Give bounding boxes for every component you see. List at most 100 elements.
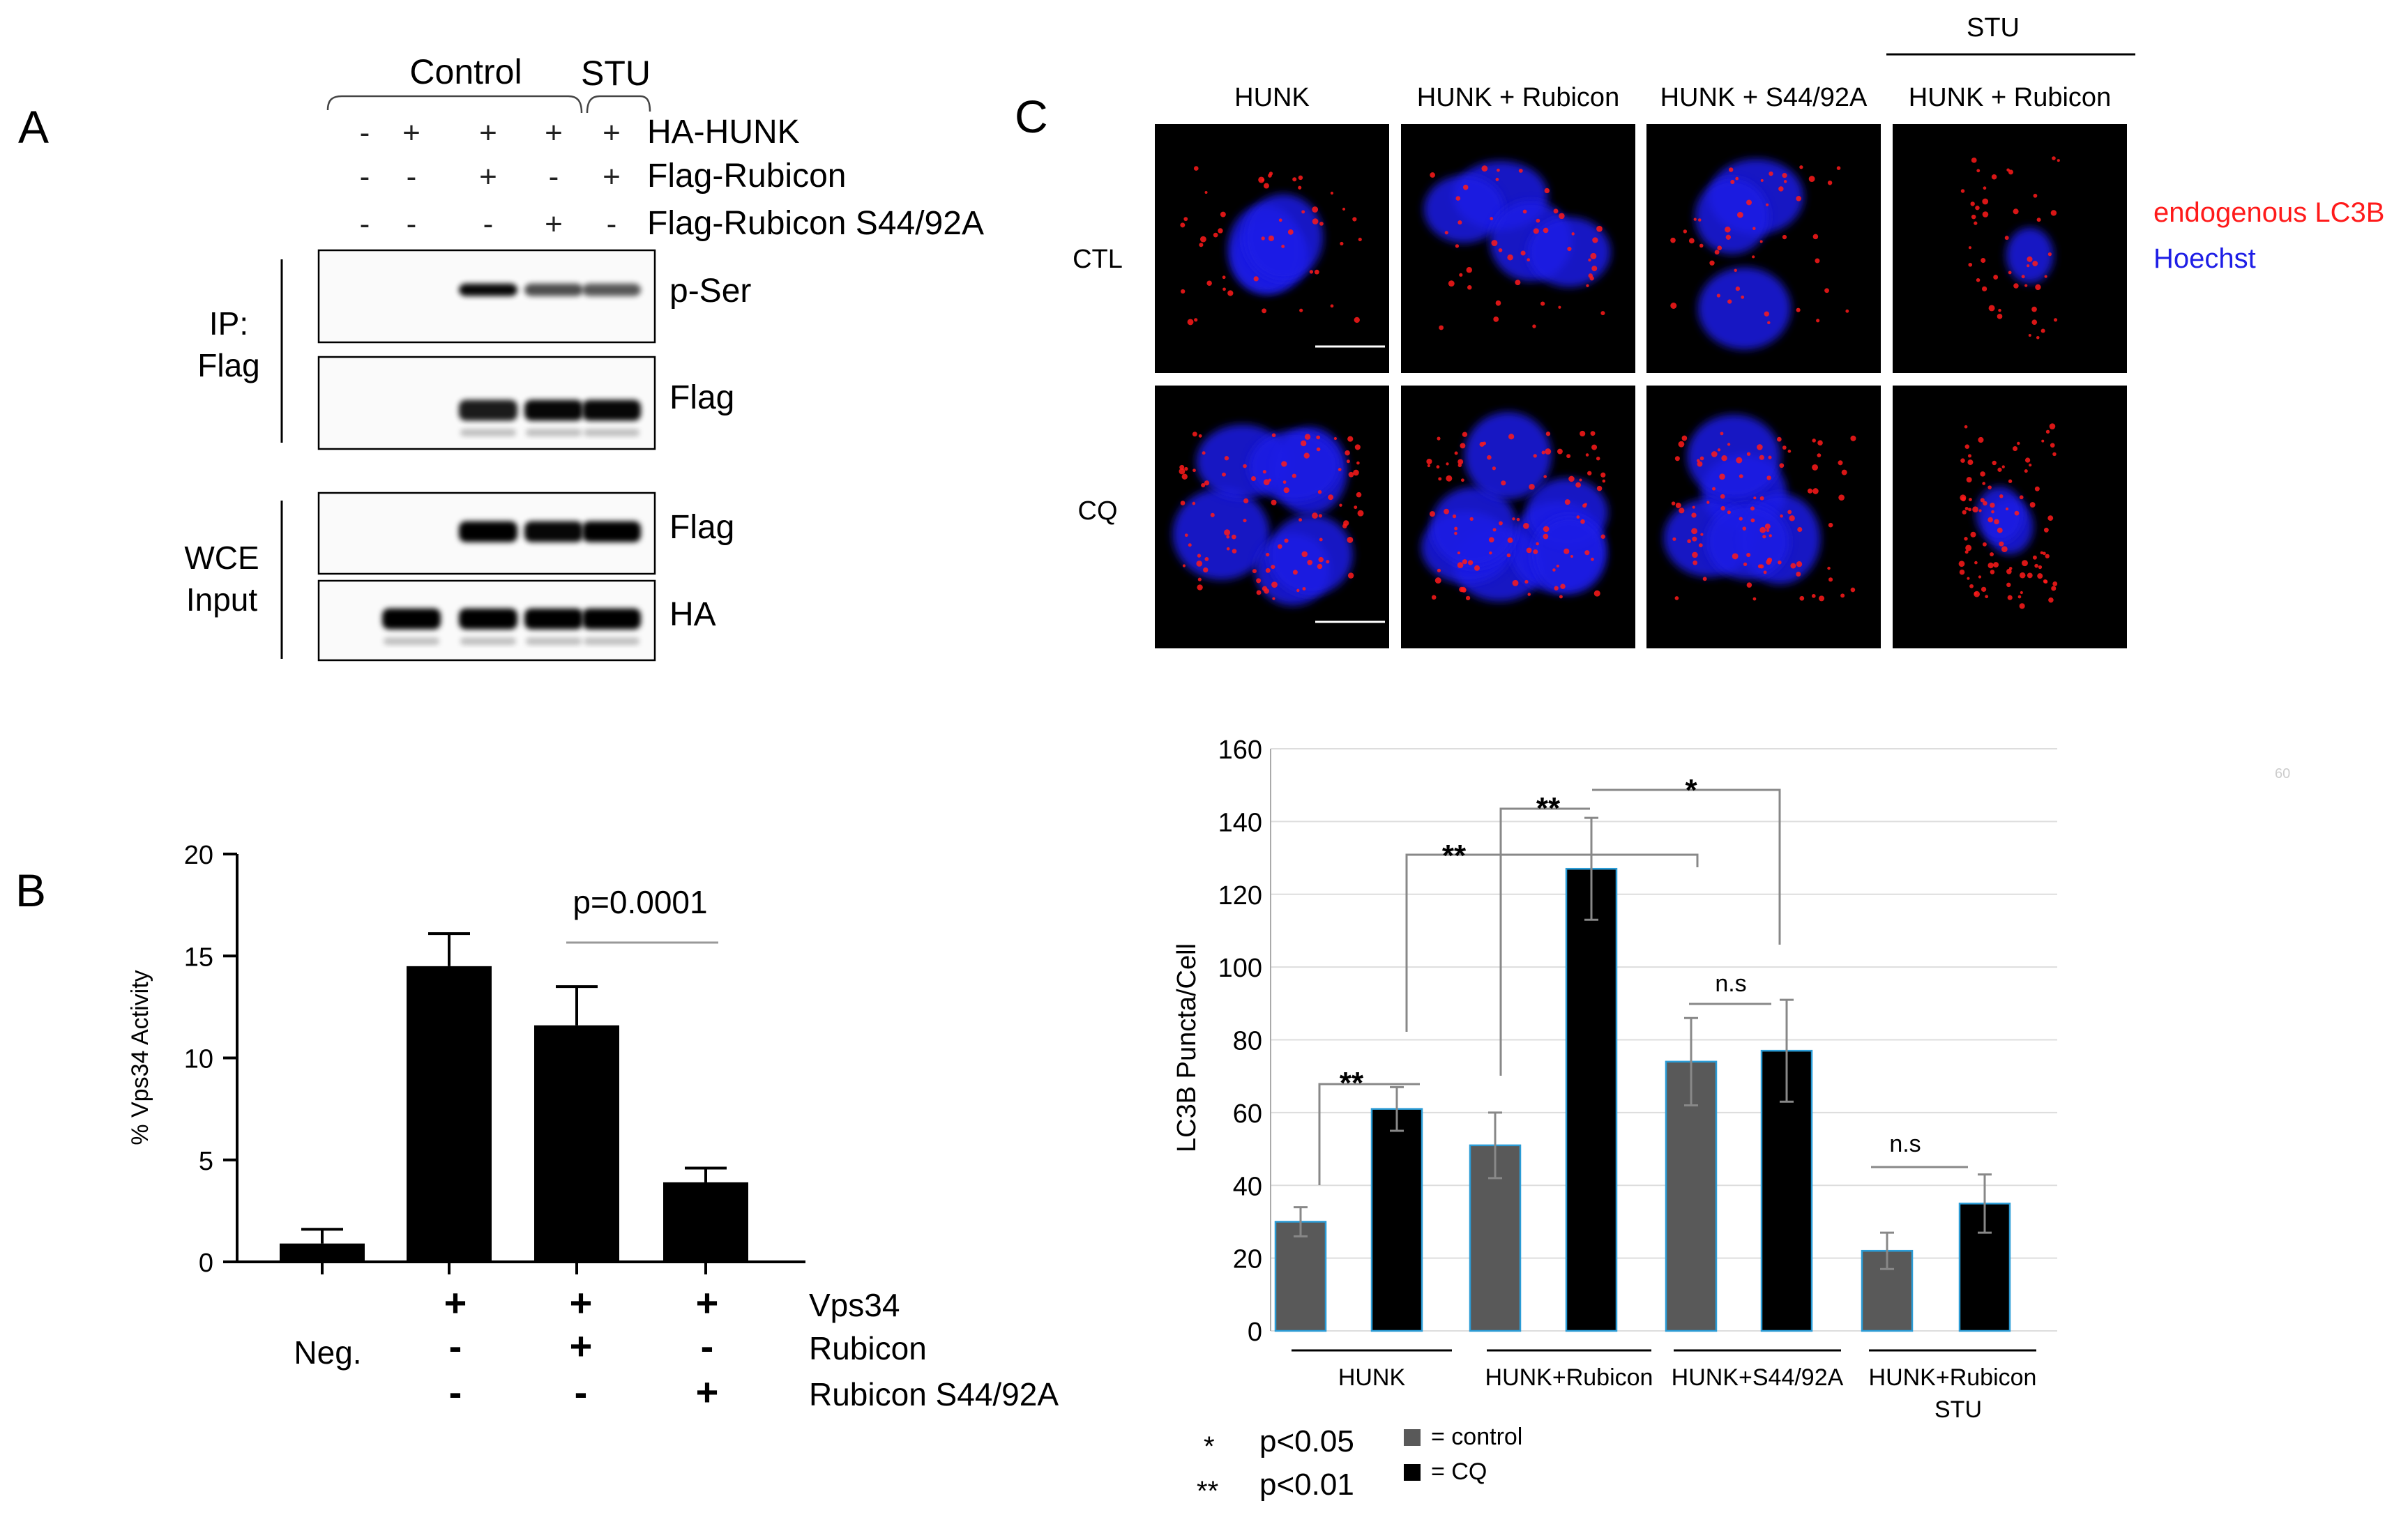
lc3b-punctum [1769, 534, 1772, 538]
c-column-label: HUNK + Rubicon [1909, 83, 2111, 112]
lc3b-punctum [1674, 596, 1679, 600]
lc3b-punctum [1474, 565, 1481, 571]
lc3b-punctum [1681, 435, 1688, 441]
lc3b-punctum [1799, 595, 1805, 601]
lc3b-punctum [2051, 586, 2057, 591]
panel-c-letter: C [1015, 91, 1048, 142]
lc3b-punctum [1998, 308, 2001, 312]
lc3b-punctum [1481, 165, 1488, 172]
lc3b-punctum [1559, 213, 1565, 220]
lc3b-punctum [1974, 221, 1978, 225]
lc3b-punctum [1265, 567, 1271, 573]
blot-band [582, 283, 641, 296]
b-condition-label: Rubicon [809, 1330, 927, 1366]
lc3b-punctum [1974, 561, 1978, 565]
blot-band [382, 608, 441, 630]
lc3b-punctum [1467, 560, 1474, 565]
blot-band [459, 283, 517, 296]
lc3b-punctum [1982, 198, 1989, 205]
lc3b-punctum [1817, 440, 1823, 446]
lc3b-punctum [1222, 287, 1226, 291]
lc3b-punctum [1339, 503, 1342, 507]
lc3b-punctum [1967, 454, 1971, 458]
lc3b-punctum [1960, 458, 1965, 463]
lc3b-punctum [1180, 501, 1186, 505]
lc3b-punctum [1454, 531, 1457, 535]
lc3b-punctum [1816, 319, 1820, 323]
lane-sign: - [360, 116, 370, 150]
lc3b-punctum [1457, 551, 1460, 555]
b-y-tick-label: 5 [199, 1147, 213, 1176]
legend-label-control: = control [1431, 1424, 1522, 1450]
b-condition-sign: + [570, 1324, 593, 1368]
lc3b-punctum [1968, 508, 1972, 512]
lc3b-punctum [1782, 445, 1787, 450]
lc3b-punctum [1492, 528, 1497, 532]
lc3b-punctum [2019, 495, 2024, 500]
lc3b-punctum [1457, 562, 1464, 568]
lc3b-punctum [1725, 226, 1731, 233]
lc3b-punctum [1739, 517, 1743, 521]
lc3b-punctum [1571, 232, 1575, 236]
nucleus [1248, 430, 1340, 502]
lc3b-punctum [1454, 526, 1458, 531]
lc3b-punctum [1444, 231, 1448, 235]
b-y-axis-label: % Vps34 Activity [127, 970, 153, 1145]
lc3b-punctum [1730, 179, 1735, 184]
lc3b-punctum [1838, 494, 1845, 501]
micrograph [1893, 124, 2127, 373]
lc3b-punctum [1457, 220, 1462, 225]
lc3b-punctum [1218, 228, 1223, 234]
lc3b-punctum [1439, 325, 1444, 330]
lc3b-punctum [1232, 549, 1237, 554]
lc3b-punctum [1588, 258, 1591, 262]
lc3b-punctum [1459, 586, 1464, 593]
lc3b-punctum [1204, 480, 1210, 486]
b-bar [407, 966, 492, 1262]
lc3b-punctum [1585, 453, 1589, 457]
blot-band [524, 521, 583, 542]
lc3b-punctum [1491, 240, 1498, 247]
lc3b-punctum [1716, 294, 1720, 298]
lc3b-punctum [1512, 579, 1519, 586]
lc3b-punctum [1231, 534, 1236, 540]
lc3b-punctum [1964, 550, 1969, 554]
c-sig-label: * [1685, 773, 1697, 807]
legend-swatch-control [1404, 1429, 1421, 1446]
lc3b-punctum [1746, 199, 1752, 206]
lc3b-punctum [1545, 432, 1551, 436]
legend-label-cq: = CQ [1431, 1458, 1487, 1485]
legend-lc3b: endogenous LC3B [2153, 197, 2384, 228]
blot-band [524, 399, 583, 421]
lc3b-punctum [1743, 562, 1748, 566]
lc3b-punctum [1789, 515, 1795, 521]
lc3b-punctum [1808, 176, 1815, 182]
lc3b-punctum [1779, 463, 1785, 468]
lc3b-punctum [1993, 275, 1999, 280]
blot-label: HA [669, 596, 716, 633]
lc3b-punctum [1262, 586, 1268, 591]
nucleus [1527, 217, 1611, 287]
lc3b-punctum [1579, 478, 1582, 482]
lc3b-punctum [2029, 464, 2032, 467]
c-bar [1665, 1060, 1718, 1332]
lc3b-punctum [1192, 432, 1197, 437]
lc3b-punctum [2037, 573, 2043, 579]
lc3b-punctum [1498, 248, 1503, 252]
lc3b-punctum [1719, 473, 1725, 480]
lc3b-punctum [1717, 448, 1721, 452]
lc3b-punctum [1796, 307, 1801, 312]
lc3b-punctum [1746, 582, 1752, 588]
lc3b-punctum [1971, 214, 1976, 220]
lc3b-punctum [1522, 209, 1527, 214]
lc3b-punctum [1727, 443, 1731, 446]
lc3b-punctum [1303, 452, 1310, 459]
lc3b-punctum [2027, 264, 2030, 268]
lc3b-punctum [1987, 517, 1993, 523]
lc3b-punctum [1543, 475, 1547, 478]
lc3b-punctum [1752, 597, 1757, 601]
lc3b-punctum [1968, 246, 1972, 250]
lc3b-punctum [1586, 284, 1589, 287]
lc3b-punctum [1283, 487, 1289, 494]
lc3b-punctum [1506, 553, 1511, 558]
